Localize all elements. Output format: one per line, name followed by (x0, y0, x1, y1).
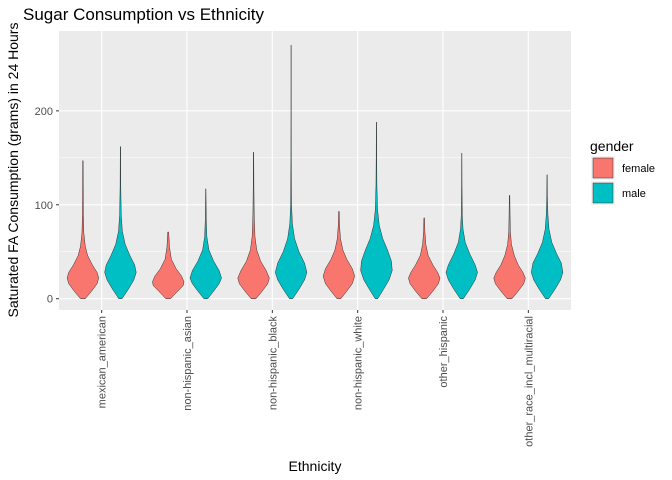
legend: gender female male (590, 138, 655, 205)
violin-female (152, 231, 185, 299)
violin-male (275, 44, 308, 299)
y-tick-label: 100 (35, 200, 53, 212)
x-tick-label: mexican_american (97, 316, 109, 408)
legend-label-male: male (622, 188, 646, 200)
violin-female (408, 217, 441, 299)
legend-swatch-female (592, 157, 614, 179)
legend-swatch-male (592, 182, 614, 204)
legend-label-female: female (622, 163, 655, 175)
y-axis-title: Saturated FA Consumption (grams) in 24 H… (5, 23, 21, 318)
violin-female (237, 151, 270, 299)
chart-title: Sugar Consumption vs Ethnicity (23, 5, 264, 24)
x-tick-label: non-hispanic_white (353, 316, 365, 410)
x-tick-label: non-hispanic_asian (182, 316, 194, 411)
y-tick-label: 0 (47, 294, 53, 306)
violin-female (493, 195, 526, 299)
violins (66, 44, 564, 299)
x-tick-label: other_hispanic (438, 316, 450, 388)
x-axis: mexican_american non-hispanic_asian non-hi… (97, 310, 535, 447)
y-tick-label: 200 (35, 106, 53, 118)
violin-male (360, 121, 393, 299)
x-tick-label: other_race_incl_multiracial (523, 316, 535, 447)
grid-lines (59, 31, 571, 310)
y-axis: 0 100 200 (35, 106, 59, 306)
legend-title: gender (590, 138, 634, 154)
x-axis-title: Ethnicity (289, 458, 342, 474)
violin-male (189, 188, 222, 299)
violin-male (104, 146, 137, 299)
violin-female (322, 211, 355, 299)
violin-male (445, 152, 478, 299)
x-tick-label: non-hispanic_black (267, 316, 279, 411)
violin-male (531, 174, 564, 299)
violin-female (66, 160, 99, 299)
plot-panel (59, 31, 571, 310)
